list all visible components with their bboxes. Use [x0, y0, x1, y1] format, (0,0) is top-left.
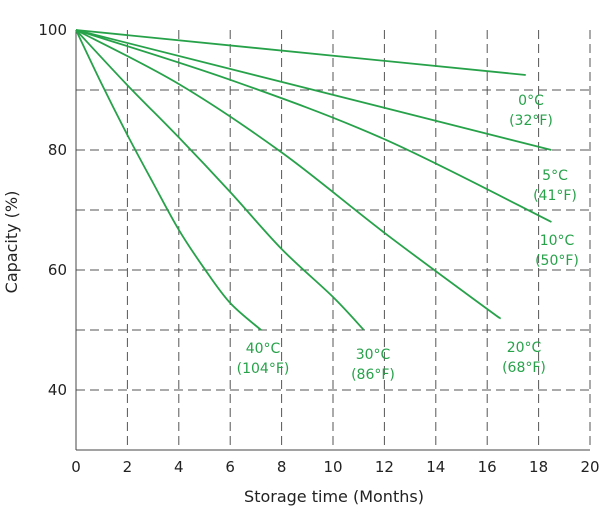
series-label-temp-c: 20°C [507, 340, 542, 356]
series-line [75, 29, 526, 76]
x-tick-label: 8 [277, 458, 287, 476]
series-label-temp-f: (50°F) [535, 253, 579, 269]
x-axis-title: Storage time (Months) [244, 487, 424, 506]
x-tick-label: 0 [71, 458, 81, 476]
x-tick-label: 18 [529, 458, 548, 476]
series-line [75, 29, 552, 151]
series-label-temp-c: 0°C [518, 93, 544, 109]
x-tick-label: 2 [123, 458, 133, 476]
series-line [75, 29, 262, 331]
x-tick-label: 6 [225, 458, 235, 476]
x-tick-label: 10 [323, 458, 342, 476]
series-line [75, 29, 365, 331]
y-tick-label: 100 [38, 21, 67, 39]
y-tick-label: 40 [48, 381, 67, 399]
series-label-temp-f: (41°F) [533, 188, 577, 204]
series-label-temp-f: (68°F) [502, 360, 546, 376]
series-line [75, 29, 502, 320]
series-label-temp-f: (86°F) [351, 367, 395, 383]
axes [75, 30, 590, 451]
x-tick-label: 20 [580, 458, 599, 476]
series-line [75, 29, 552, 223]
series-label-temp-f: (32°F) [509, 113, 553, 129]
x-tick-label: 4 [174, 458, 184, 476]
x-tick-label: 12 [375, 458, 394, 476]
y-tick-label: 80 [48, 141, 67, 159]
series-label-temp-c: 30°C [356, 347, 391, 363]
x-tick-labels: 0 2 4 6 8 10 12 14 16 18 20 [71, 458, 599, 476]
grid [76, 30, 591, 450]
series-label-temp-c: 40°C [246, 341, 281, 357]
y-axis-title: Capacity (%) [2, 191, 21, 294]
series-label-temp-f: (104°F) [237, 361, 290, 377]
x-tick-label: 16 [478, 458, 497, 476]
x-tick-label: 14 [426, 458, 445, 476]
y-tick-labels: 40 60 80 100 [38, 21, 67, 399]
y-tick-label: 60 [48, 261, 67, 279]
series-label-temp-c: 10°C [540, 233, 575, 249]
series-lines [75, 29, 552, 331]
series-labels: 0°C (32°F) 5°C (41°F) 10°C (50°F) 20°C (68°F) 30… [237, 93, 579, 383]
series-label-temp-c: 5°C [542, 168, 568, 184]
